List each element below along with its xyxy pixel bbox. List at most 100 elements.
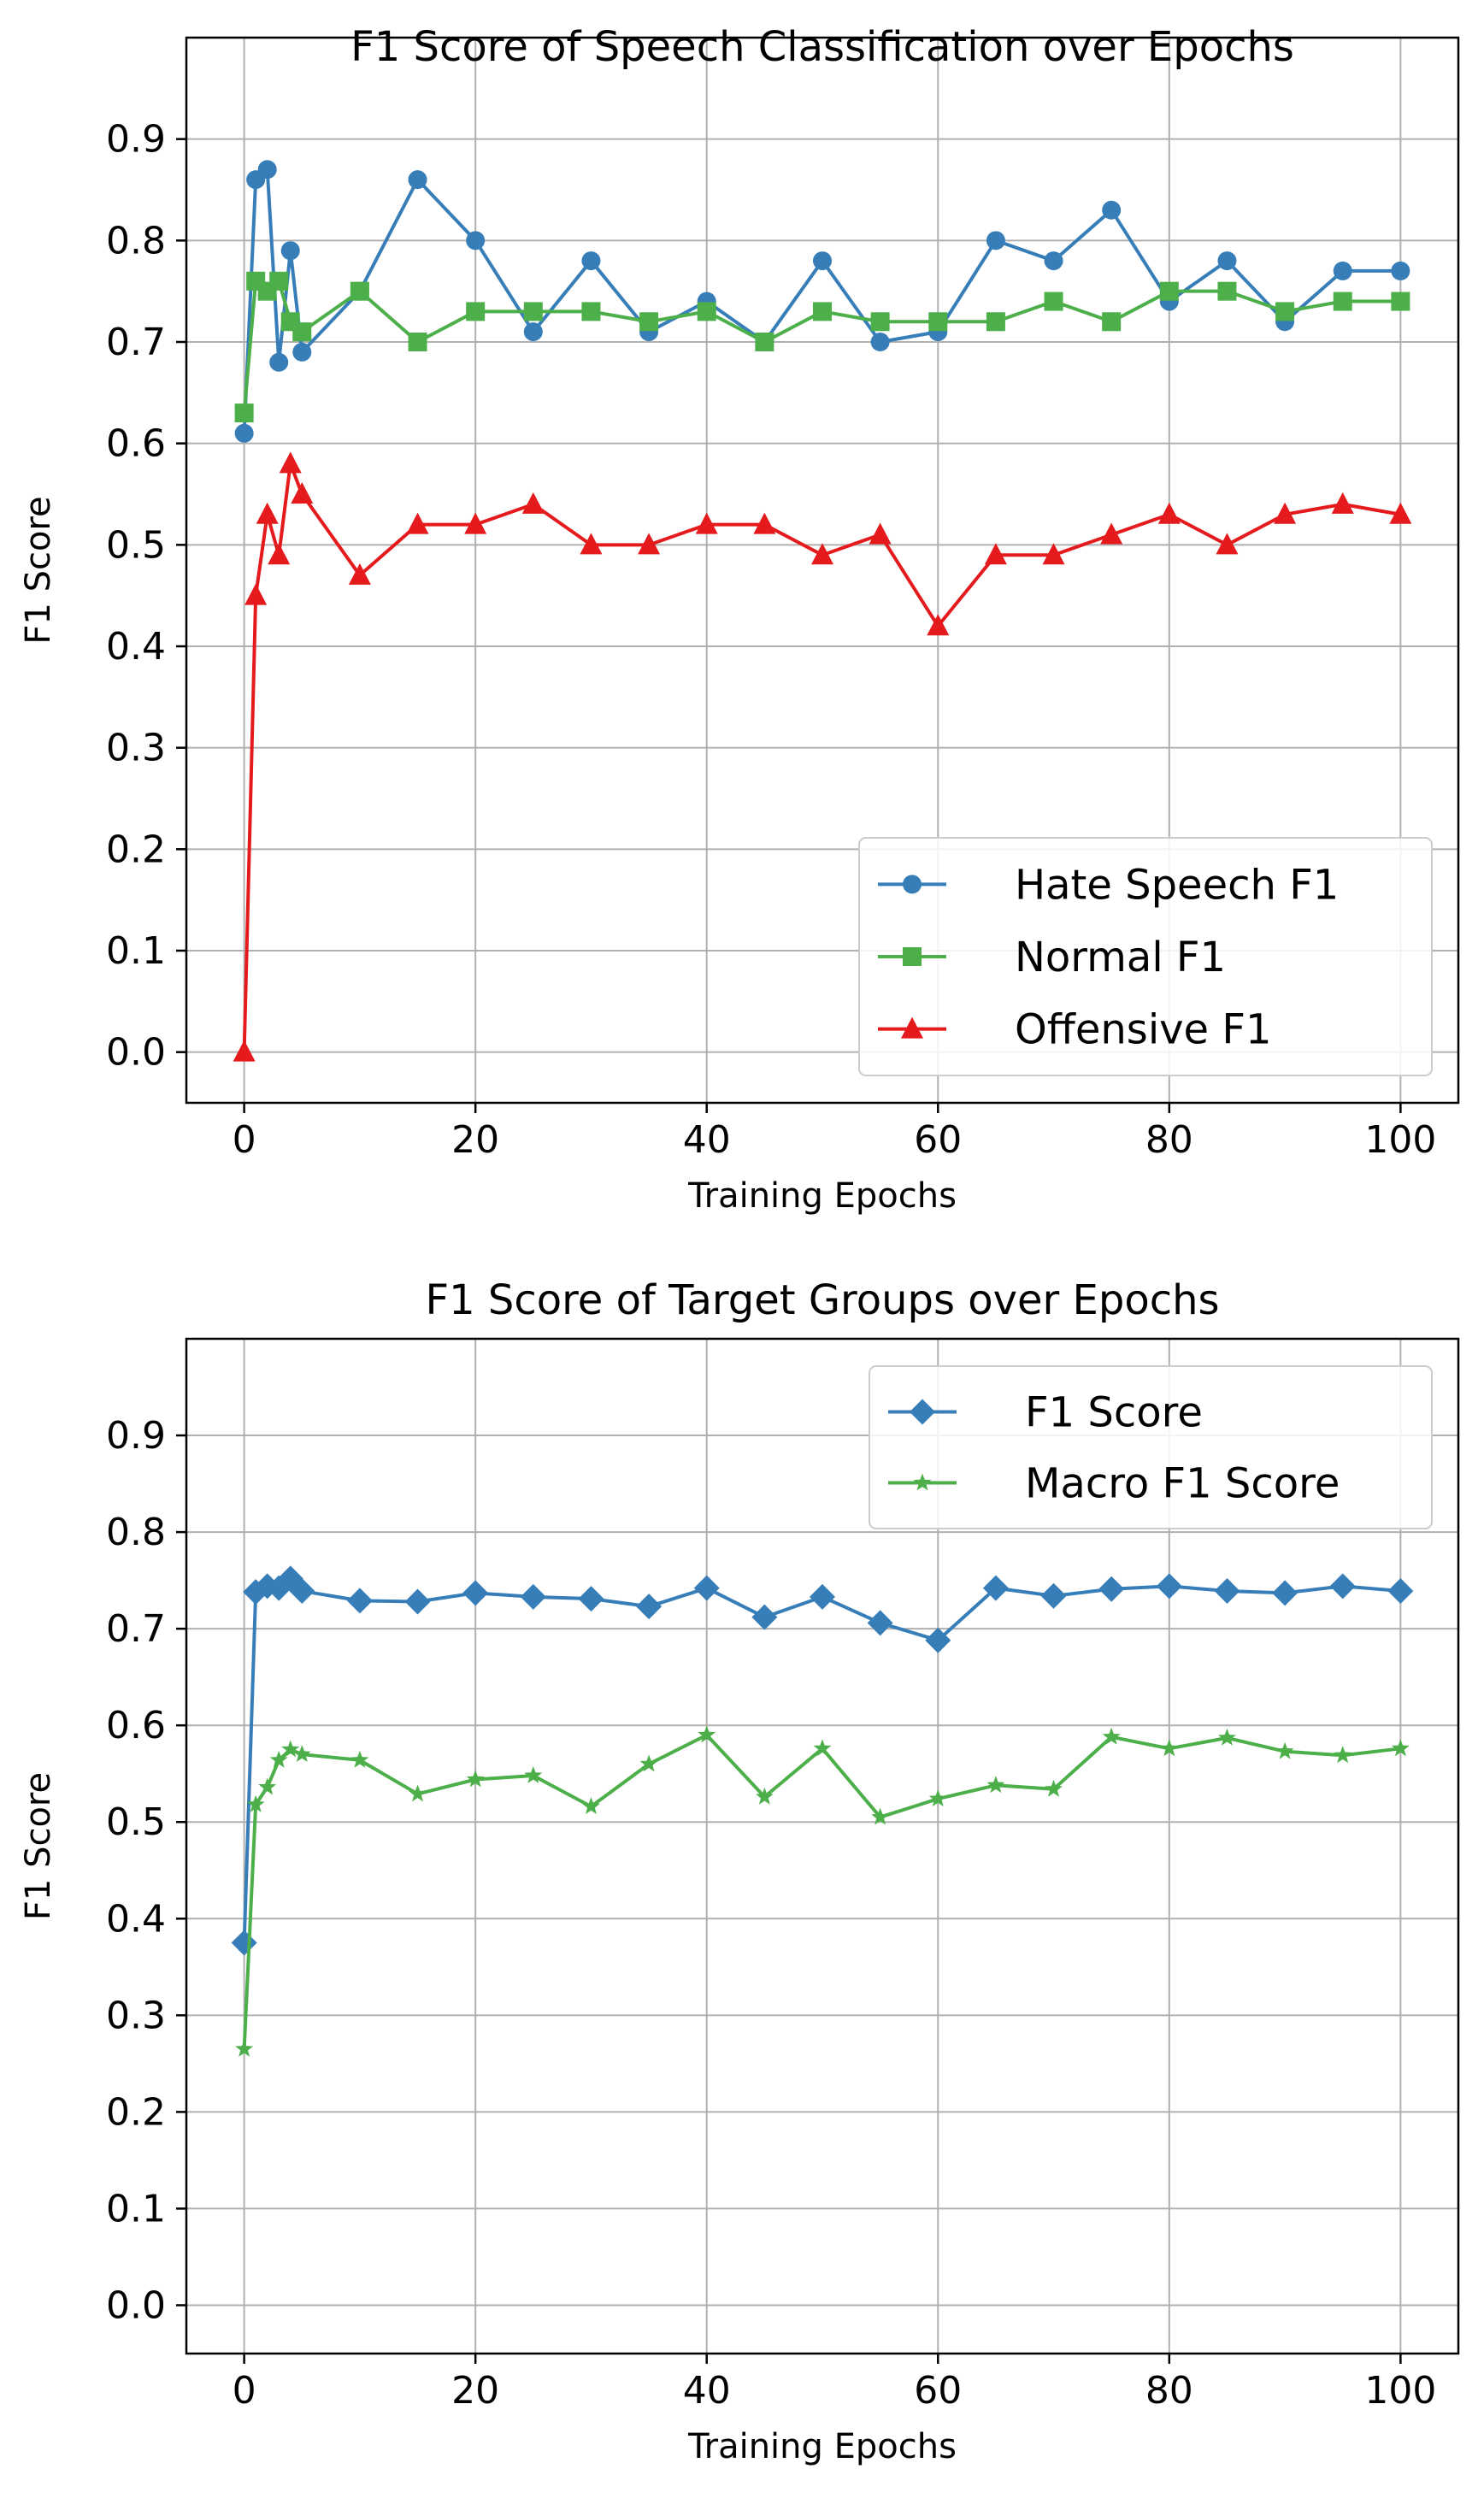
- data-point: [406, 512, 429, 534]
- data-point: [1334, 1746, 1352, 1764]
- data-point: [1102, 1727, 1121, 1745]
- data-point: [581, 302, 601, 321]
- y-tick-label: 0.4: [106, 625, 166, 669]
- data-point: [1391, 261, 1410, 280]
- data-point: [1216, 533, 1239, 555]
- data-point: [350, 1750, 369, 1768]
- x-tick-label: 40: [683, 2369, 731, 2413]
- data-point: [925, 1627, 951, 1653]
- data-point: [231, 1930, 257, 1956]
- x-tick-label: 0: [233, 1118, 256, 1162]
- data-point: [1217, 281, 1237, 301]
- data-point: [1275, 1741, 1294, 1759]
- y-tick-label: 0.4: [106, 1897, 166, 1941]
- data-point: [404, 1588, 431, 1615]
- data-point: [698, 1725, 716, 1743]
- data-point: [268, 543, 291, 565]
- x-tick-label: 40: [683, 1118, 731, 1162]
- y-tick-label: 0.8: [106, 219, 166, 262]
- data-point: [279, 451, 302, 474]
- chart-1: 0 20 40 60 80 100 0.0 0.1 0.2 0.3 0.4 0.5 0.6 0.7 0.8 0…: [19, 23, 1460, 1216]
- data-point: [234, 423, 254, 443]
- data-point: [258, 1777, 277, 1795]
- data-point: [464, 512, 487, 534]
- y-tick-label: 0.5: [106, 523, 166, 567]
- data-point: [1159, 281, 1179, 301]
- data-point: [1160, 1739, 1179, 1757]
- legend-item: Normal F1: [878, 934, 1226, 981]
- data-point: [811, 543, 833, 565]
- data-point: [280, 241, 300, 261]
- data-point: [581, 251, 601, 271]
- legend: Hate Speech F1 Normal F1 Offensive F1: [858, 837, 1433, 1076]
- data-point: [1157, 502, 1181, 524]
- data-point: [1214, 1578, 1240, 1605]
- data-point: [408, 333, 427, 351]
- legend-label: Offensive F1: [1015, 1006, 1272, 1054]
- data-point: [292, 322, 312, 342]
- data-point: [813, 302, 832, 321]
- legend-marker: [913, 1473, 932, 1491]
- legend-item: Macro F1 Score: [888, 1460, 1340, 1508]
- data-point: [1274, 502, 1297, 524]
- data-point: [867, 1610, 893, 1636]
- data-point: [1217, 251, 1237, 271]
- data-point: [244, 583, 268, 605]
- data-point: [755, 333, 774, 351]
- data-point: [1217, 1728, 1236, 1746]
- x-tick-label: 60: [914, 2369, 962, 2413]
- y-tick-label: 0.1: [106, 2187, 166, 2230]
- y-tick-label: 0.3: [106, 727, 166, 770]
- data-point: [755, 1787, 774, 1805]
- y-tick-label: 0.5: [106, 1800, 166, 1844]
- data-point: [1389, 502, 1412, 524]
- x-axis-label: Training Epochs: [687, 1176, 957, 1216]
- data-point: [523, 302, 543, 321]
- data-point: [928, 312, 948, 332]
- y-tick-label: 0.0: [106, 2283, 166, 2327]
- data-point: [291, 482, 314, 504]
- x-tick-label: 20: [451, 1118, 499, 1162]
- y-tick-label: 0.6: [106, 422, 166, 466]
- data-point: [986, 312, 1005, 332]
- y-axis-label: F1 Score: [19, 496, 58, 644]
- legend-box: [858, 837, 1433, 1076]
- series-1: [231, 1565, 1414, 1956]
- series-2: [235, 1725, 1410, 2057]
- legend-item: Offensive F1: [878, 1006, 1272, 1054]
- data-point: [870, 312, 890, 332]
- data-point: [580, 533, 603, 555]
- data-point: [1333, 292, 1352, 311]
- data-point: [986, 231, 1005, 250]
- data-point: [928, 1789, 947, 1807]
- data-point: [348, 563, 371, 585]
- legend-marker: [903, 947, 922, 966]
- data-point: [1045, 1779, 1063, 1797]
- y-axis-label: F1 Score: [19, 1772, 58, 1920]
- data-point: [256, 502, 279, 524]
- series-3: [233, 451, 1412, 1062]
- data-point: [246, 1794, 265, 1812]
- data-point: [523, 322, 543, 342]
- data-point: [1275, 302, 1295, 321]
- x-tick-label: 100: [1364, 1118, 1436, 1162]
- legend-item: Hate Speech F1: [878, 861, 1339, 909]
- data-point: [521, 492, 545, 514]
- data-point: [984, 543, 1007, 565]
- data-point: [520, 1583, 546, 1610]
- x-tick-label: 80: [1145, 1118, 1193, 1162]
- data-point: [1272, 1580, 1298, 1606]
- legend: F1 Score Macro F1 Score: [869, 1365, 1433, 1529]
- data-point: [409, 1784, 427, 1802]
- x-tick-label: 60: [914, 1118, 962, 1162]
- data-point: [986, 1776, 1005, 1794]
- data-point: [462, 1580, 489, 1606]
- data-point: [269, 271, 289, 291]
- y-tick-label: 0.2: [106, 2090, 166, 2134]
- chart-title: F1 Score of Speech Classification over E…: [350, 23, 1294, 71]
- x-tick-label: 80: [1145, 2369, 1193, 2413]
- data-point: [695, 512, 718, 534]
- data-point: [1102, 200, 1122, 220]
- chart-title: F1 Score of Target Groups over Epochs: [425, 1276, 1219, 1324]
- y-tick-label: 0.9: [106, 1414, 166, 1458]
